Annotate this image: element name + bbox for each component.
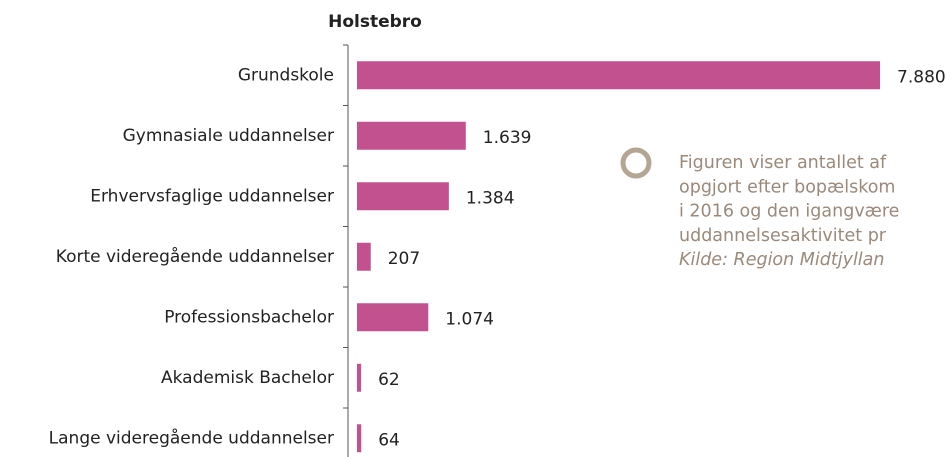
y-tick-label: Korte videregående uddannelser (56, 246, 334, 267)
bar (357, 242, 371, 271)
data-label: 7.880 (897, 67, 946, 87)
y-tick-label: Gymnasiale uddannelser (123, 126, 334, 146)
data-label: 1.074 (445, 309, 494, 329)
bar (357, 424, 362, 453)
bar (357, 121, 466, 150)
data-label: 207 (388, 249, 420, 269)
note-line: i 2016 og den igangvære (679, 202, 899, 222)
bar (357, 182, 449, 211)
y-tick-label: Erhvervsfaglige uddannelser (90, 186, 334, 206)
chart-title: Holstebro (328, 12, 422, 32)
data-label: 62 (378, 370, 400, 390)
note-line: opgjort efter bopælskom (679, 177, 895, 197)
data-label: 1.384 (466, 188, 515, 208)
bar (357, 363, 362, 392)
y-tick-label: Grundskole (238, 65, 334, 85)
note-line: uddannelsesaktivitet pr (679, 226, 887, 246)
y-tick-label: Lange videregående uddannelser (49, 427, 334, 448)
note-icon (620, 147, 652, 179)
bar (357, 303, 429, 332)
note-line: Figuren viser antallet af (679, 153, 887, 173)
y-tick-label: Akademisk Bachelor (161, 368, 334, 388)
data-label: 1.639 (483, 128, 532, 148)
data-label: 64 (378, 430, 400, 450)
bar (357, 61, 881, 90)
note-line: Kilde: Region Midtjyllan (679, 250, 884, 270)
y-tick-label: Professionsbachelor (164, 307, 334, 327)
